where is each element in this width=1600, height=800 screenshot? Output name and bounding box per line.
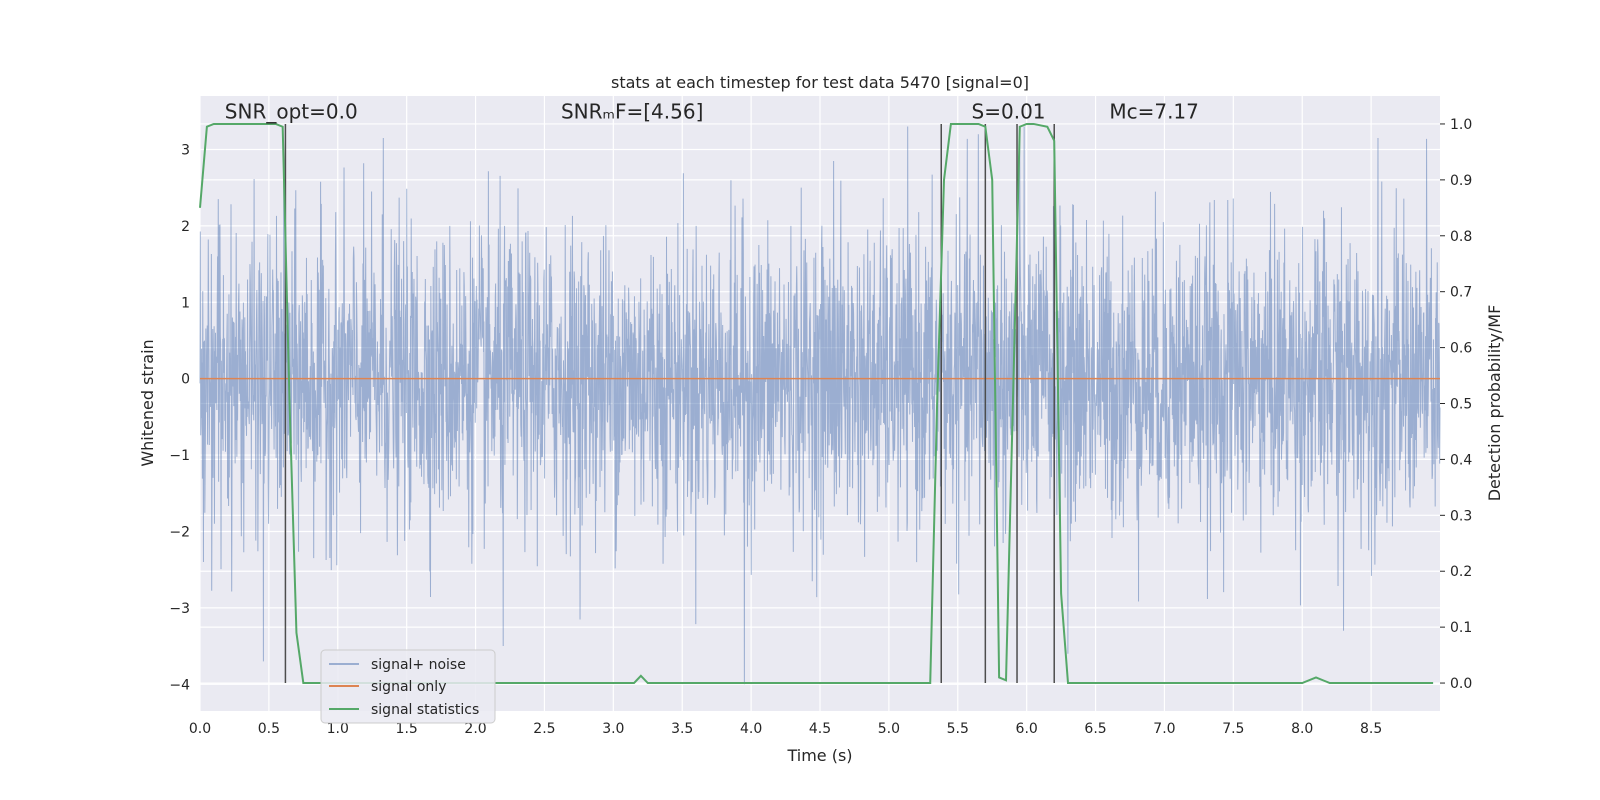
y-right-tick-label: 1.0 bbox=[1450, 117, 1472, 133]
y-right-tick-label: 0.0 bbox=[1450, 676, 1472, 692]
y-right-tick-label: 0.2 bbox=[1450, 564, 1472, 580]
y-right-tick-label: 0.3 bbox=[1450, 508, 1472, 524]
y-left-tick-label: 0 bbox=[181, 372, 190, 388]
legend-label-signal: signal only bbox=[371, 679, 446, 695]
x-tick-label: 0.5 bbox=[258, 721, 280, 737]
annotation-text: SNRₘF=[4.56] bbox=[561, 99, 703, 123]
signal-statistics-line bbox=[199, 122, 1434, 685]
x-tick-label: 3.5 bbox=[671, 721, 693, 737]
x-axis-ticks: 0.0 0.5 1.0 1.5 2.0 2.5 3.0 3.5 4.0 4.5 5.0 5.5 6.0 6… bbox=[189, 721, 1382, 737]
legend: signal+ noise signal only signal statist… bbox=[320, 649, 496, 724]
y-left-axis-label: Whitened strain bbox=[138, 339, 157, 466]
y-left-tick-label: 1 bbox=[181, 295, 190, 311]
legend-label-noise: signal+ noise bbox=[371, 657, 466, 673]
y-left-tick-label: −4 bbox=[169, 677, 190, 693]
y-right-axis-ticks: 1.0 0.9 0.8 0.7 0.6 0.5 0.4 0.3 0.2 0.1 0.0 bbox=[1440, 117, 1472, 692]
x-tick-label: 8.0 bbox=[1291, 721, 1313, 737]
y-right-tick-label: 0.6 bbox=[1450, 341, 1472, 357]
x-tick-label: 3.0 bbox=[602, 721, 624, 737]
x-tick-label: 2.5 bbox=[533, 721, 555, 737]
x-tick-label: 4.0 bbox=[740, 721, 762, 737]
y-right-axis-label: Detection probability/MF bbox=[1485, 305, 1504, 502]
x-tick-label: 2.0 bbox=[464, 721, 486, 737]
y-left-tick-label: −1 bbox=[169, 448, 190, 464]
x-tick-label: 8.5 bbox=[1360, 721, 1382, 737]
y-left-tick-label: −2 bbox=[169, 524, 190, 540]
x-tick-label: 6.0 bbox=[1016, 721, 1038, 737]
y-left-tick-label: 3 bbox=[181, 142, 190, 158]
annotation-text: Mᴄ=7.17 bbox=[1109, 99, 1199, 123]
x-tick-label: 7.0 bbox=[1153, 721, 1175, 737]
legend-box bbox=[320, 649, 496, 724]
x-axis-label: Time (s) bbox=[786, 746, 852, 765]
signal-noise-line bbox=[199, 126, 1441, 685]
y-right-tick-label: 0.8 bbox=[1450, 229, 1472, 245]
signal-noise-series bbox=[199, 126, 1441, 685]
x-tick-label: 0.0 bbox=[189, 721, 211, 737]
y-right-tick-label: 0.4 bbox=[1450, 452, 1472, 468]
x-tick-label: 7.5 bbox=[1222, 721, 1244, 737]
x-tick-label: 5.0 bbox=[878, 721, 900, 737]
x-tick-label: 1.0 bbox=[327, 721, 349, 737]
x-tick-label: 5.5 bbox=[947, 721, 969, 737]
y-right-tick-label: 0.5 bbox=[1450, 397, 1472, 413]
legend-label-stats: signal statistics bbox=[371, 702, 479, 718]
x-tick-label: 1.5 bbox=[396, 721, 418, 737]
y-right-tick-label: 0.1 bbox=[1450, 620, 1472, 636]
signal-statistics-series bbox=[199, 122, 1434, 685]
x-tick-label: 4.5 bbox=[809, 721, 831, 737]
y-left-tick-label: 2 bbox=[181, 219, 190, 235]
x-tick-label: 6.5 bbox=[1084, 721, 1106, 737]
chart-title: stats at each timestep for test data 547… bbox=[611, 73, 1029, 92]
y-right-tick-label: 0.7 bbox=[1450, 285, 1472, 301]
y-left-tick-label: −3 bbox=[169, 601, 190, 617]
y-right-tick-label: 0.9 bbox=[1450, 173, 1472, 189]
annotation-text: SNR_opt=0.0 bbox=[225, 99, 358, 123]
annotation-text: S=0.01 bbox=[972, 99, 1046, 123]
annotations: SNR_opt=0.0 SNRₘF=[4.56] S=0.01 Mᴄ=7.17 bbox=[225, 99, 1199, 123]
y-left-axis-ticks: 3 2 1 0 −1 −2 −3 −4 bbox=[169, 142, 190, 693]
